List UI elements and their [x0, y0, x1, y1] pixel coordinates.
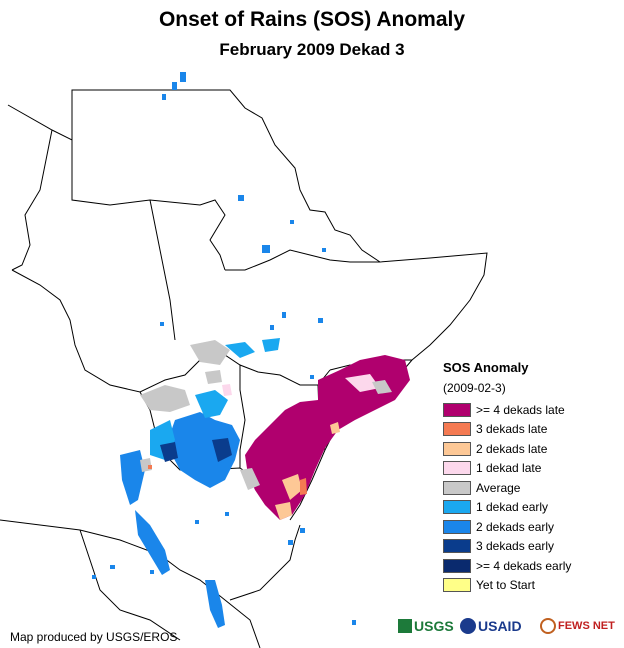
legend-label: Yet to Start — [476, 578, 535, 592]
map-credit: Map produced by USGS/EROS — [10, 630, 178, 644]
legend-swatch — [443, 578, 471, 592]
legend-item: >= 4 dekads early — [443, 558, 571, 573]
legend-swatch — [443, 461, 471, 475]
usgs-logo-text: USGS — [414, 618, 454, 634]
usaid-seal-icon — [460, 618, 476, 634]
legend-title: SOS Anomaly — [443, 360, 529, 375]
legend-item: 3 dekads early — [443, 539, 554, 554]
usgs-wave-icon — [398, 619, 412, 633]
late-4-dekads-area — [245, 355, 410, 520]
legend-label: 2 dekads late — [476, 441, 548, 456]
border-chad-car-sudan — [11, 269, 331, 393]
legend-label: 1 dekad late — [476, 461, 542, 475]
legend-swatch — [443, 441, 471, 456]
legend-swatch — [443, 422, 471, 436]
legend-label: >= 4 dekads late — [476, 402, 565, 417]
legend-swatch — [443, 558, 471, 573]
usaid-logo-text: USAID — [478, 618, 522, 634]
legend-label: 2 dekads early — [476, 519, 555, 534]
legend-item: Yet to Start — [443, 578, 535, 593]
legend-label: >= 4 dekads early — [476, 558, 572, 573]
legend-date: (2009-02-3) — [443, 381, 506, 395]
border-libya-chad — [11, 129, 53, 271]
border-egypt-sudan — [71, 140, 226, 271]
border-south — [0, 519, 261, 648]
legend-swatch — [443, 539, 471, 553]
legend-label: Average — [476, 480, 521, 495]
country-borders — [0, 89, 488, 648]
border-sudan-inner — [149, 199, 176, 341]
legend-swatch — [443, 402, 471, 417]
usgs-logo: USGS — [398, 612, 454, 640]
anomaly-late-region — [245, 355, 410, 520]
fews-net-logo: FEWS NET — [540, 612, 615, 640]
legend-item: >= 4 dekads late — [443, 402, 565, 417]
map-title: Onset of Rains (SOS) Anomaly — [158, 8, 466, 31]
fews-globe-icon — [540, 618, 556, 634]
fews-net-logo-text: FEWS NET — [558, 620, 615, 632]
legend-item: Average — [443, 480, 520, 495]
legend-item: 2 dekads early — [443, 519, 554, 534]
usaid-logo: USAID — [460, 612, 522, 640]
border-sudan-ethiopia — [225, 249, 380, 271]
map-subtitle: February 2009 Dekad 3 — [219, 40, 405, 59]
border-uganda-kenya — [239, 365, 246, 468]
border-zambia — [79, 529, 181, 641]
legend-swatch — [443, 519, 471, 534]
legend-item: 2 dekads late — [443, 441, 547, 456]
legend-label: 3 dekads early — [476, 539, 555, 553]
scattered-anomaly-pixels — [92, 72, 356, 625]
anomaly-early-region — [120, 338, 280, 628]
legend-label: 3 dekads late — [476, 422, 548, 436]
legend-swatch — [443, 480, 471, 495]
legend-item: 1 dekad late — [443, 461, 541, 476]
legend-label: 1 dekad early — [476, 500, 549, 514]
border-tanzania-mozambique — [229, 524, 301, 601]
legend-swatch — [443, 500, 471, 514]
legend-item: 3 dekads late — [443, 422, 547, 437]
legend-item: 1 dekad early — [443, 500, 548, 515]
